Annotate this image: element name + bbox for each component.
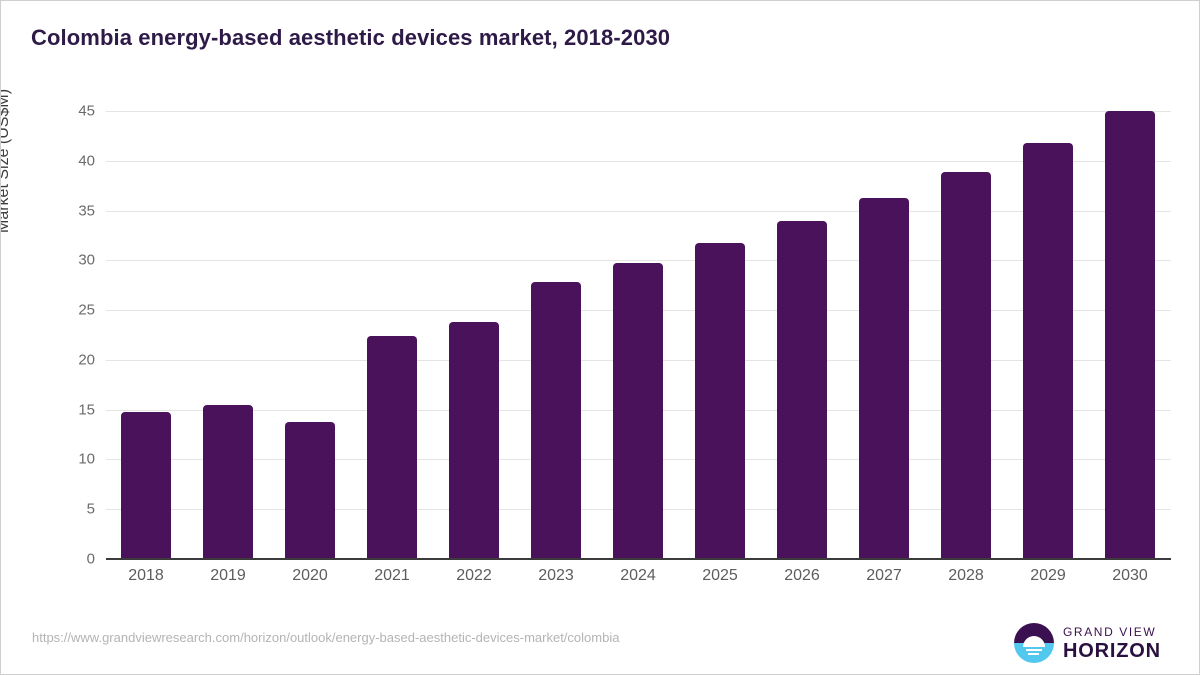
y-tick-label: 5 xyxy=(86,500,95,518)
y-tick-label: 10 xyxy=(78,450,95,468)
brand-logo[interactable]: GRAND VIEW HORIZON xyxy=(1014,623,1161,663)
plot-area xyxy=(106,111,1171,560)
x-tick-label: 2025 xyxy=(702,567,738,584)
logo-wordmark-bottom: HORIZON xyxy=(1063,639,1161,662)
x-tick-label: 2027 xyxy=(866,567,902,584)
logo-wordmark-top: GRAND VIEW xyxy=(1063,624,1157,639)
gridline xyxy=(106,160,1171,162)
logo-wordmark: GRAND VIEW HORIZON xyxy=(1063,626,1161,661)
x-tick-label: 2023 xyxy=(538,567,574,584)
bar[interactable] xyxy=(859,197,909,559)
x-tick-label: 2030 xyxy=(1112,567,1148,584)
bar[interactable] xyxy=(941,171,991,559)
x-tick-label: 2018 xyxy=(128,567,164,584)
bar[interactable] xyxy=(613,263,663,559)
gridline xyxy=(106,210,1171,212)
sunrise-circle-icon xyxy=(1014,623,1054,663)
x-tick-label: 2024 xyxy=(620,567,656,584)
logo-line-lower xyxy=(1028,653,1039,655)
x-tick-label: 2019 xyxy=(210,567,246,584)
y-tick-label: 35 xyxy=(78,202,95,220)
x-tick-label: 2028 xyxy=(948,567,984,584)
page-title: Colombia energy-based aesthetic devices … xyxy=(31,25,671,50)
y-tick-label: 45 xyxy=(78,102,95,120)
bar[interactable] xyxy=(695,243,745,559)
y-tick-label: 30 xyxy=(78,251,95,269)
x-tick-label: 2029 xyxy=(1030,567,1066,584)
y-tick-label: 40 xyxy=(78,152,95,170)
bar[interactable] xyxy=(367,336,417,559)
x-tick-label: 2022 xyxy=(456,567,492,584)
y-tick-label: 0 xyxy=(86,550,95,568)
y-tick-label: 15 xyxy=(78,401,95,419)
x-axis-line xyxy=(106,558,1171,560)
bar[interactable] xyxy=(1023,142,1073,559)
bar[interactable] xyxy=(203,404,253,559)
bar[interactable] xyxy=(777,220,827,559)
gridline xyxy=(106,260,1171,262)
bar[interactable] xyxy=(1105,111,1155,559)
x-tick-label: 2026 xyxy=(784,567,820,584)
bar[interactable] xyxy=(531,282,581,559)
y-axis-title: Market Size (US$M) xyxy=(0,88,12,233)
logo-dome-shape xyxy=(1023,636,1045,647)
bar[interactable] xyxy=(449,322,499,559)
y-tick-label: 20 xyxy=(78,351,95,369)
x-tick-label: 2021 xyxy=(374,567,410,584)
gridline xyxy=(106,111,1171,112)
bar[interactable] xyxy=(285,421,335,559)
logo-line-upper xyxy=(1026,649,1042,651)
x-tick-label: 2020 xyxy=(292,567,328,584)
y-tick-label: 25 xyxy=(78,301,95,319)
bar[interactable] xyxy=(121,411,171,559)
source-url[interactable]: https://www.grandviewresearch.com/horizo… xyxy=(32,630,620,645)
